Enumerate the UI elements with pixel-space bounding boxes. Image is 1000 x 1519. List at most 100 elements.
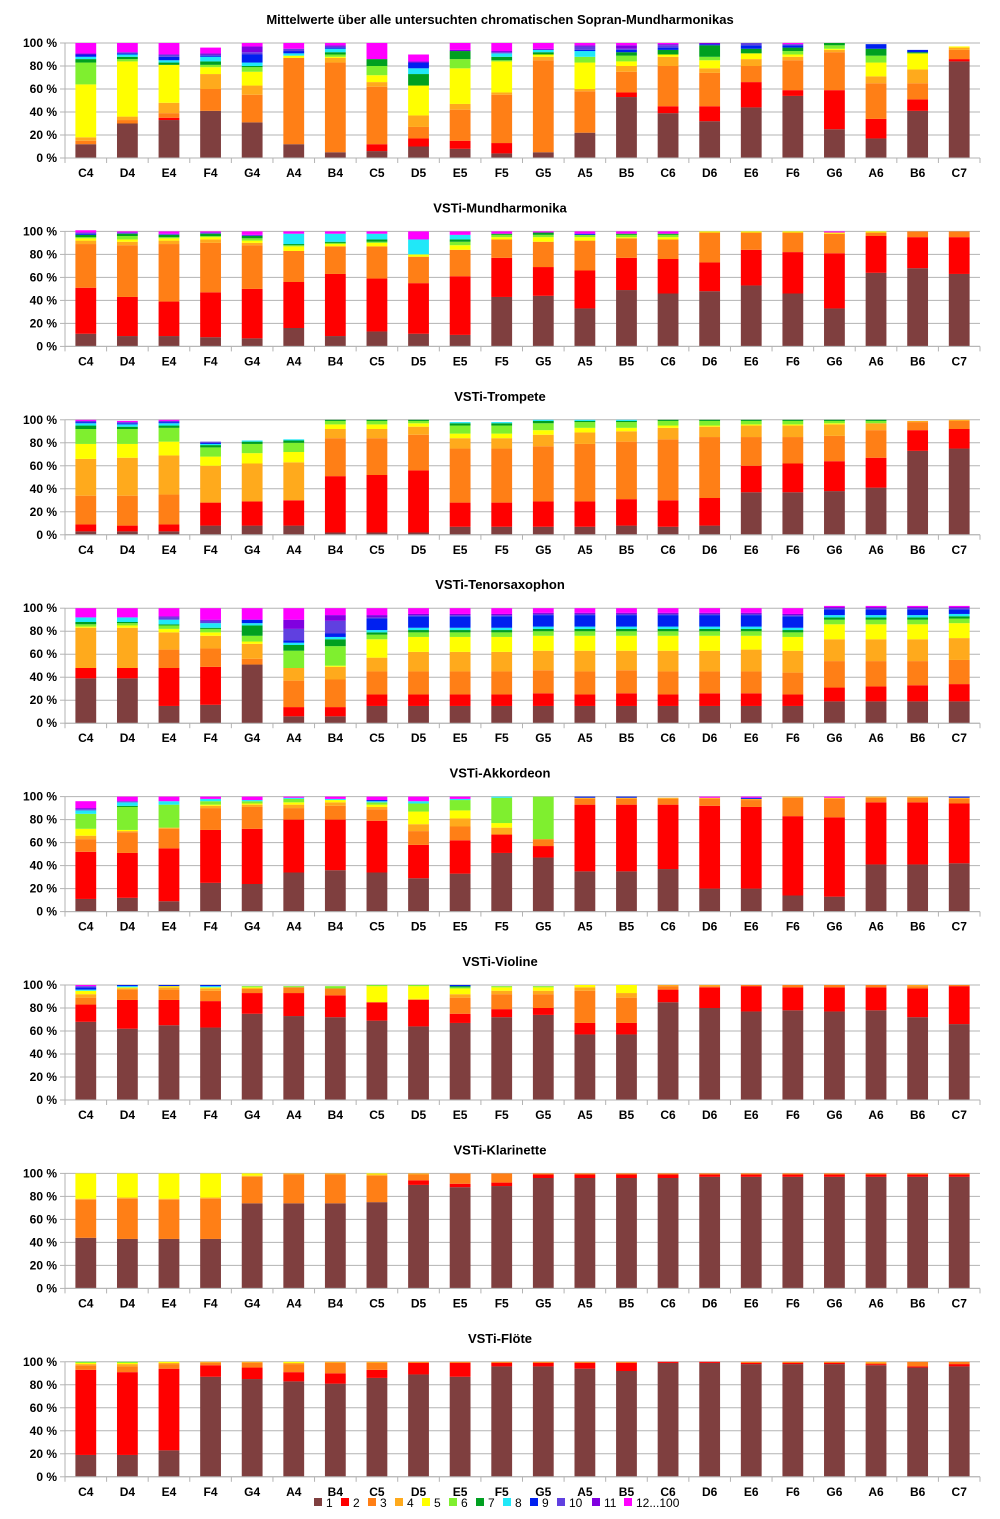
bar-segment-D5-6 — [408, 632, 429, 637]
bar-segment-G4-6 — [241, 443, 263, 454]
bar-segment-D5-1 — [408, 532, 429, 535]
bar-segment-B5-2 — [616, 693, 637, 706]
bar-segment-F4-2 — [200, 292, 221, 338]
bar-segment-G6-12 — [824, 231, 845, 233]
bar-segment-D4-10 — [116, 232, 138, 234]
bar-segment-C5-1 — [366, 705, 388, 724]
bar-segment-A4-6 — [283, 798, 305, 803]
y-tick-label: 80 % — [30, 813, 58, 827]
chart-panel-7: VSTi-Klarinette 0 % 20 % 40 % 60 % 80 % 100 % C… — [23, 1142, 981, 1310]
y-tick-label: 40 % — [30, 482, 58, 496]
bar-segment-F6-3 — [782, 1361, 804, 1363]
bar-segment-B6-1 — [907, 1176, 929, 1289]
x-tick-label: D4 — [120, 1296, 136, 1310]
x-tick-label: C6 — [660, 920, 676, 934]
bar-segment-B6-2 — [907, 685, 929, 702]
bar-segment-G4-1 — [241, 664, 263, 724]
bar-segment-F4-1 — [200, 525, 221, 535]
bar-segment-D5-12 — [408, 54, 429, 62]
bar-segment-D4-8 — [116, 986, 138, 988]
bar-segment-C6-1 — [657, 526, 679, 535]
y-tick-label: 100 % — [23, 224, 57, 238]
legend-swatch — [476, 1498, 484, 1506]
bar-segment-F4-11 — [200, 53, 221, 55]
x-tick-label: E4 — [162, 354, 177, 368]
bar-segment-G5-1 — [532, 1366, 554, 1477]
x-tick-label: E6 — [744, 731, 759, 745]
bar-segment-G5-4 — [532, 434, 554, 447]
bar-segment-D4-5 — [116, 625, 138, 628]
x-tick-label: C6 — [660, 354, 676, 368]
bar-segment-C4-9 — [75, 54, 97, 57]
bar-segment-E6-1 — [740, 1364, 762, 1477]
bar-segment-B4-3 — [324, 988, 346, 996]
bar-segment-A4-12 — [283, 43, 305, 49]
bar-segment-F6-1 — [782, 1010, 804, 1100]
x-tick-label: E6 — [744, 543, 759, 557]
bar-segment-F5-1 — [491, 1186, 513, 1289]
bar-segment-F5-12 — [491, 43, 513, 52]
bar-segment-F6-4 — [782, 425, 804, 438]
y-tick-label: 100 % — [23, 978, 57, 992]
bar-segment-G6-2 — [824, 687, 845, 702]
bar-segment-E6-3 — [740, 1361, 762, 1363]
bar-segment-C5-6 — [366, 420, 388, 425]
bar-segment-A5-3 — [574, 91, 596, 133]
bar-segment-E5-8 — [449, 422, 471, 424]
bar-segment-E6-8 — [740, 626, 762, 629]
bar-segment-D5-9 — [408, 62, 429, 69]
bar-segment-B5-8 — [616, 626, 637, 629]
bar-segment-F4-11 — [200, 619, 221, 621]
bar-segment-A4-2 — [283, 282, 305, 328]
bar-segment-D6-2 — [699, 1174, 721, 1177]
bar-segment-C7-3 — [948, 659, 970, 685]
bar-segment-A5-1 — [574, 871, 596, 912]
bar-segment-E4-4 — [158, 1362, 180, 1365]
bar-segment-C7-9 — [948, 609, 970, 614]
bar-segment-F5-1 — [491, 526, 513, 535]
bar-segment-G5-2 — [532, 1362, 554, 1367]
bar-segment-C4-2 — [75, 524, 97, 532]
chart-title: VSTi-Klarinette — [454, 1142, 547, 1157]
bar-segment-E4-10 — [158, 54, 180, 57]
bar-segment-B4-7 — [324, 419, 346, 421]
bar-segment-D6-2 — [699, 498, 721, 526]
bar-segment-F4-2 — [200, 829, 221, 883]
bar-segment-F4-9 — [200, 55, 221, 57]
bar-segment-D6-2 — [699, 1361, 721, 1363]
bar-segment-E4-10 — [158, 617, 180, 620]
bar-segment-C5-6 — [366, 241, 388, 243]
bar-segment-D6-12 — [699, 608, 721, 613]
bar-segment-G5-11 — [532, 612, 554, 614]
bar-segment-F5-6 — [491, 60, 513, 62]
bar-segment-F5-6 — [491, 234, 513, 238]
x-tick-label: E5 — [453, 731, 468, 745]
bar-segment-E6-1 — [740, 1011, 762, 1100]
bar-segment-B4-7 — [324, 241, 346, 243]
bar-segment-D5-1 — [408, 146, 429, 158]
bar-segment-C5-1 — [366, 872, 388, 912]
bar-segment-B6-2 — [907, 1174, 929, 1177]
bar-segment-F4-8 — [200, 443, 221, 446]
bar-segment-E6-2 — [740, 82, 762, 108]
bar-segment-C5-4 — [366, 82, 388, 87]
bar-segment-F4-8 — [200, 986, 221, 988]
bar-segment-B4-7 — [324, 52, 346, 55]
bar-segment-A6-10 — [865, 608, 887, 610]
bar-segment-B5-5 — [616, 635, 637, 651]
bar-segment-F4-8 — [200, 56, 221, 62]
bar-segment-A6-5 — [865, 624, 887, 640]
bar-segment-D4-6 — [116, 236, 138, 240]
x-tick-label: A5 — [577, 920, 593, 934]
bar-segment-A6-3 — [865, 661, 887, 687]
bar-segment-A4-3 — [283, 680, 305, 708]
bar-segment-C6-6 — [657, 631, 679, 636]
bar-segment-G4-2 — [241, 501, 263, 526]
bar-segment-C4-5 — [75, 238, 97, 241]
bar-segment-A6-1 — [865, 487, 887, 535]
bar-segment-B6-9 — [907, 609, 929, 616]
bar-segment-A6-2 — [865, 118, 887, 139]
bar-segment-E6-2 — [740, 693, 762, 706]
bar-segment-G6-1 — [824, 308, 845, 347]
bar-segment-A6-3 — [865, 985, 887, 988]
